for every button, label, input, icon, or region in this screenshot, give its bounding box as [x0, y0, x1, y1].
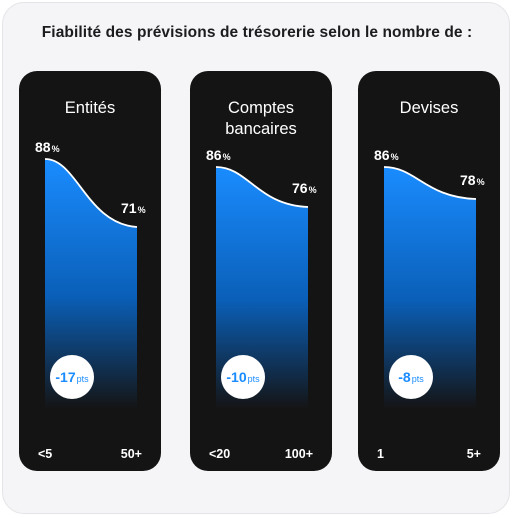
- area-fill: [384, 167, 476, 409]
- difference-badge: -8 pts: [389, 355, 433, 399]
- end-value-label: 71%: [121, 200, 146, 216]
- x-tick-label-end: 100+: [284, 447, 313, 461]
- x-tick-label-start: 1: [377, 447, 384, 461]
- end-unit: %: [308, 185, 317, 195]
- difference-unit: pts: [247, 374, 260, 384]
- panel-title: Devises: [399, 99, 459, 117]
- page-title: Fiabilité des prévisions de trésorerie s…: [41, 24, 473, 41]
- difference-unit: pts: [76, 374, 89, 384]
- series-line: [383, 166, 477, 200]
- series-line: [215, 166, 309, 208]
- difference-value: -8: [398, 369, 411, 385]
- x-tick-label-end: 50+: [120, 447, 142, 461]
- start-unit: %: [390, 152, 399, 162]
- end-value: 78: [460, 172, 476, 188]
- difference-badge: -17 pts: [50, 355, 94, 399]
- panel-title: Comptes bancaires: [225, 99, 297, 138]
- x-tick-label-start: <5: [38, 447, 53, 461]
- difference-value: -17: [55, 369, 76, 385]
- end-unit: %: [476, 177, 485, 187]
- area-chart: [215, 166, 309, 409]
- difference-unit: pts: [411, 374, 424, 384]
- end-value: 71: [121, 200, 137, 216]
- start-unit: %: [222, 152, 231, 162]
- end-unit: %: [137, 205, 146, 215]
- end-value-label: 76%: [292, 180, 317, 196]
- start-value: 86: [206, 147, 222, 163]
- difference-badge: -10 pts: [221, 355, 265, 399]
- area-fill: [45, 159, 137, 409]
- end-value: 76: [292, 180, 308, 196]
- x-tick-label-end: 5+: [466, 447, 481, 461]
- start-value-label: 88%: [35, 139, 60, 155]
- start-value-label: 86%: [374, 147, 399, 163]
- x-tick-label-start: <20: [209, 447, 231, 461]
- start-unit: %: [51, 144, 60, 154]
- panel-entites: Entités 88% 71% -17 pts <5 50+: [19, 71, 161, 471]
- start-value: 88: [35, 139, 51, 155]
- panel-title: Entités: [64, 99, 116, 117]
- series-line: [44, 158, 138, 228]
- area-fill: [216, 167, 308, 409]
- area-chart: [44, 158, 138, 409]
- area-chart: [383, 166, 477, 409]
- start-value: 86: [374, 147, 390, 163]
- panel-comptes-bancaires: Comptes bancaires 86% 76% -10 pts <20 100+: [190, 71, 332, 471]
- start-value-label: 86%: [206, 147, 231, 163]
- end-value-label: 78%: [460, 172, 485, 188]
- panel-devises: Devises 86% 78% -8 pts 1 5+: [358, 71, 500, 471]
- difference-value: -10: [226, 369, 247, 385]
